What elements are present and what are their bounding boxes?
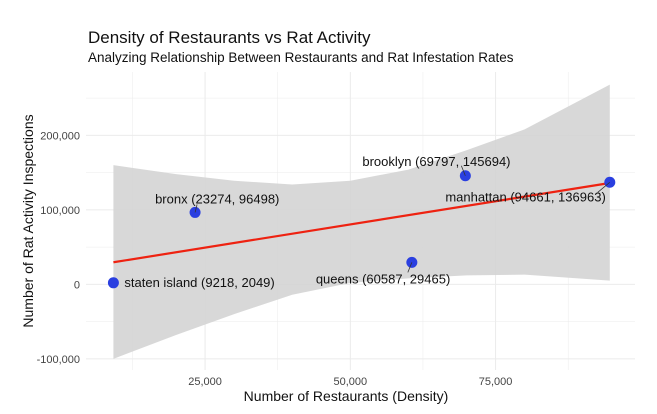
chart-subtitle: Analyzing Relationship Between Restauran… — [88, 50, 514, 65]
y-tick-label: -100,000 — [37, 354, 80, 366]
x-tick-label: 50,000 — [334, 376, 368, 388]
y-tick-label: 100,000 — [40, 205, 80, 217]
x-tick-label: 25,000 — [188, 376, 222, 388]
point-label-queens: queens (60587, 29465) — [316, 271, 450, 286]
data-point-staten-island — [107, 277, 119, 289]
regression-line — [113, 181, 610, 264]
y-tick-label: 0 — [74, 279, 80, 291]
point-labels-layer: staten island (9218, 2049) bronx (23274, … — [124, 154, 611, 290]
point-label-manhattan: manhattan (94661, 136963) — [445, 189, 605, 204]
point-label-staten-island: staten island (9218, 2049) — [124, 275, 274, 290]
fit-line-layer — [113, 181, 610, 264]
y-axis-title: Number of Rat Activity Inspections — [20, 114, 36, 327]
tick-labels-layer: 25,000 50,000 75,000 -100,000 0 100,000 200,00… — [37, 130, 513, 388]
data-points-layer — [107, 170, 616, 289]
label-leader-line — [194, 204, 198, 213]
point-label-bronx: bronx (23274, 96498) — [155, 191, 279, 206]
x-axis-title: Number of Restaurants (Density) — [244, 388, 449, 404]
point-label-brooklyn: brooklyn (69797, 145694) — [362, 154, 510, 169]
label-leader-line — [407, 262, 413, 273]
x-tick-label: 75,000 — [479, 376, 513, 388]
label-leader-line — [597, 181, 611, 193]
label-leader-line — [460, 165, 466, 176]
chart-title: Density of Restaurants vs Rat Activity — [88, 28, 371, 47]
y-tick-label: 200,000 — [40, 130, 80, 142]
